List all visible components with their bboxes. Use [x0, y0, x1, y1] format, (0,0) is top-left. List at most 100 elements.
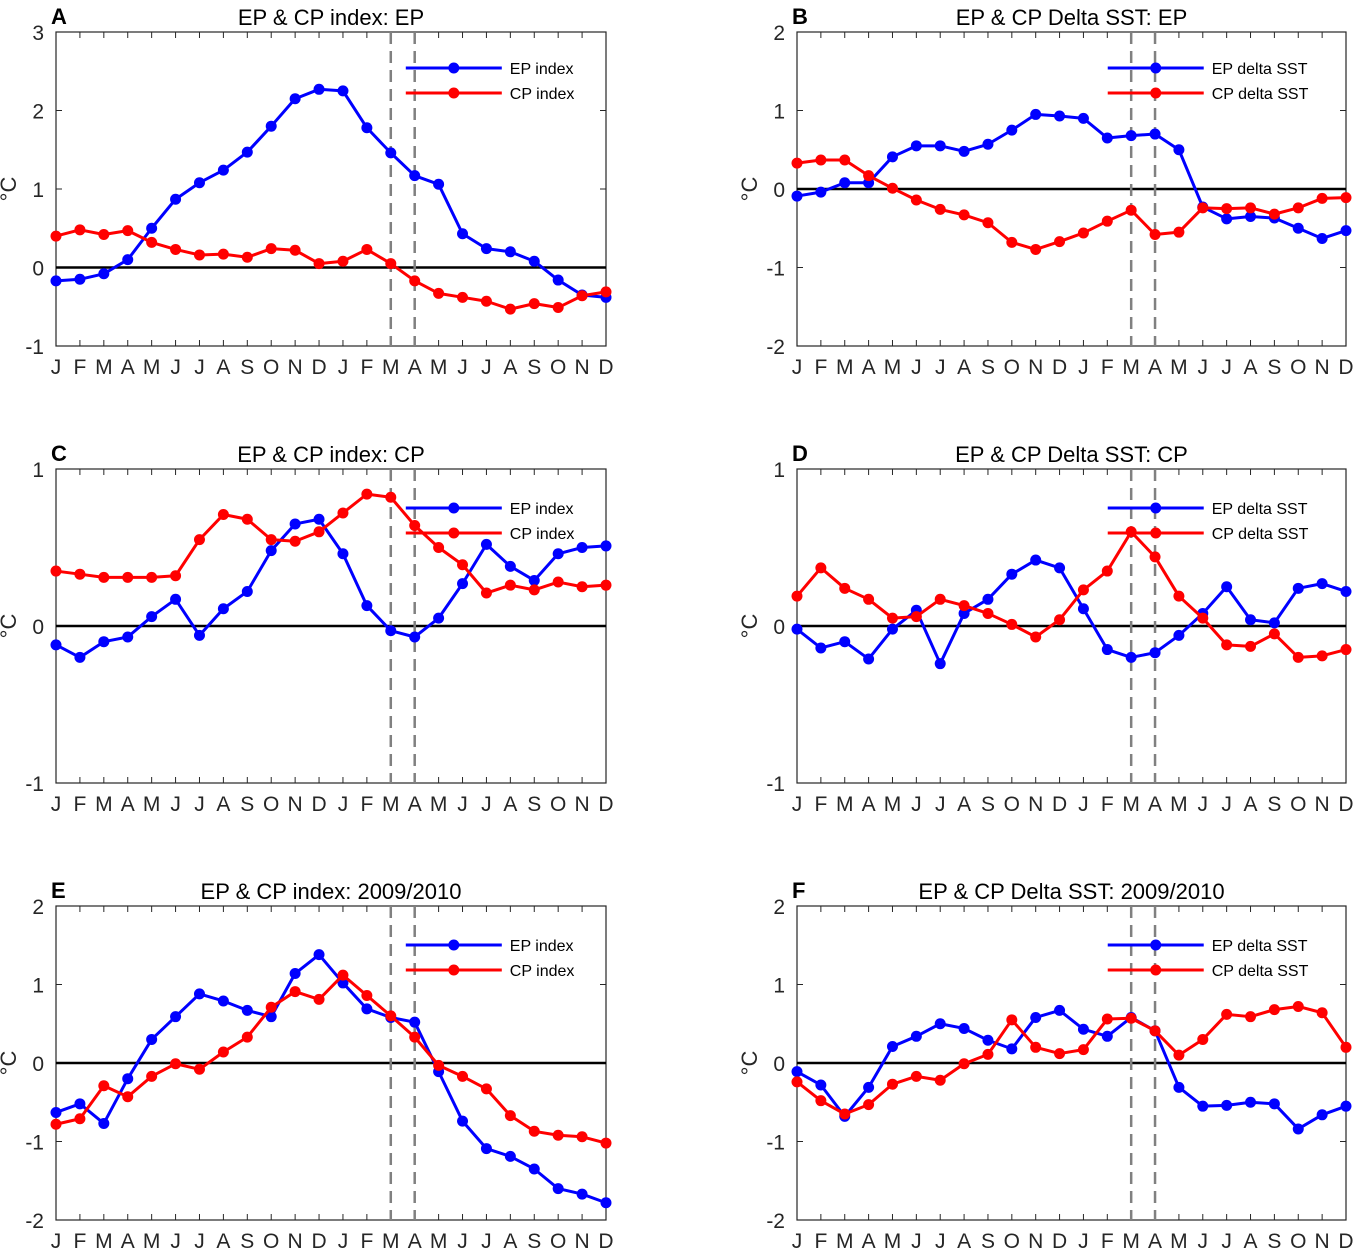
data-point	[122, 254, 134, 266]
x-tick-label: N	[1028, 1230, 1043, 1251]
data-point	[528, 584, 540, 596]
x-tick-label: O	[1290, 356, 1306, 379]
data-point	[1173, 590, 1185, 602]
y-tick-label: 0	[32, 1053, 44, 1076]
x-tick-label: M	[1170, 793, 1188, 816]
x-tick-label: M	[382, 356, 400, 379]
data-point	[815, 154, 827, 166]
x-tick-label: M	[143, 1230, 161, 1251]
chart-title: EP & CP index: 2009/2010	[201, 879, 462, 904]
x-tick-label: N	[1028, 793, 1043, 816]
x-tick-label: F	[814, 793, 827, 816]
x-tick-label: F	[1101, 793, 1114, 816]
x-tick-label: N	[1315, 793, 1330, 816]
data-point	[1054, 110, 1066, 122]
x-tick-label: J	[1198, 1230, 1209, 1251]
data-point	[791, 623, 803, 635]
data-point	[50, 565, 62, 577]
x-tick-label: J	[51, 1230, 62, 1251]
legend-label: EP index	[510, 938, 574, 955]
data-point	[313, 513, 325, 525]
x-tick-label: D	[1052, 1230, 1067, 1251]
legend-label: EP index	[510, 501, 574, 518]
x-tick-label: F	[1101, 1230, 1114, 1251]
x-tick-label: A	[503, 793, 517, 816]
data-point	[1245, 202, 1257, 214]
data-point	[958, 1058, 970, 1070]
x-tick-label: J	[481, 1230, 492, 1251]
x-tick-label: D	[1338, 356, 1353, 379]
data-point	[122, 225, 134, 237]
series-cp-index	[50, 969, 612, 1149]
data-point	[170, 1011, 182, 1023]
x-tick-label: A	[216, 793, 230, 816]
data-point	[815, 642, 827, 654]
x-tick-label: O	[263, 1230, 279, 1251]
series-line	[796, 158, 1347, 251]
data-point	[982, 217, 994, 229]
x-tick-label: A	[1148, 356, 1162, 379]
data-point	[480, 1083, 492, 1095]
data-point	[1245, 1096, 1257, 1108]
data-point	[1077, 603, 1089, 615]
data-point	[50, 230, 62, 242]
x-tick-label: J	[792, 356, 803, 379]
y-tick-label: 1	[32, 179, 44, 202]
y-tick-label: 0	[32, 616, 44, 639]
data-point	[1245, 1011, 1257, 1023]
data-point	[863, 593, 875, 605]
x-tick-label: N	[575, 1230, 590, 1251]
data-point	[74, 273, 86, 285]
data-point	[1173, 144, 1185, 156]
x-tick-label: J	[792, 793, 803, 816]
legend-label: EP delta SST	[1212, 61, 1308, 78]
y-axis-label: °C	[0, 1051, 21, 1076]
data-point	[1316, 192, 1328, 204]
x-tick-label: M	[1122, 793, 1140, 816]
x-tick-label: J	[1221, 793, 1232, 816]
x-tick-label: J	[194, 793, 205, 816]
data-point	[265, 534, 277, 546]
y-tick-label: -1	[25, 1132, 44, 1155]
data-point	[480, 1143, 492, 1155]
data-point	[98, 1080, 110, 1092]
legend-marker	[448, 527, 460, 539]
data-point	[146, 1033, 158, 1045]
data-point	[791, 1076, 803, 1088]
data-point	[982, 607, 994, 619]
series-cp-index	[50, 488, 612, 599]
x-tick-label: A	[121, 1230, 135, 1251]
data-point	[193, 1063, 205, 1075]
panel-letter: E	[51, 878, 66, 903]
data-point	[457, 559, 469, 571]
data-point	[886, 612, 898, 624]
y-axis-label: °C	[0, 177, 21, 202]
data-point	[886, 623, 898, 635]
x-tick-label: O	[550, 793, 566, 816]
data-point	[910, 1070, 922, 1082]
data-point	[433, 287, 445, 299]
data-point	[50, 1118, 62, 1130]
data-point	[1006, 1014, 1018, 1026]
data-point	[217, 1046, 229, 1058]
legend-marker	[448, 939, 460, 951]
data-point	[361, 1003, 373, 1015]
data-point	[289, 968, 301, 980]
x-tick-label: A	[1148, 793, 1162, 816]
data-point	[313, 949, 325, 961]
data-point	[600, 1197, 612, 1209]
data-point	[1077, 1023, 1089, 1035]
data-point	[815, 186, 827, 198]
series-line	[796, 1004, 1348, 1116]
x-tick-label: O	[550, 1230, 566, 1251]
data-point	[1316, 1007, 1328, 1019]
data-point	[98, 268, 110, 280]
x-tick-label: A	[1244, 793, 1258, 816]
data-point	[1340, 1100, 1352, 1112]
data-point	[1054, 236, 1066, 248]
data-point	[504, 1110, 516, 1122]
series-ep-delta-sst	[791, 108, 1352, 244]
data-point	[146, 222, 158, 234]
data-point	[504, 303, 516, 315]
